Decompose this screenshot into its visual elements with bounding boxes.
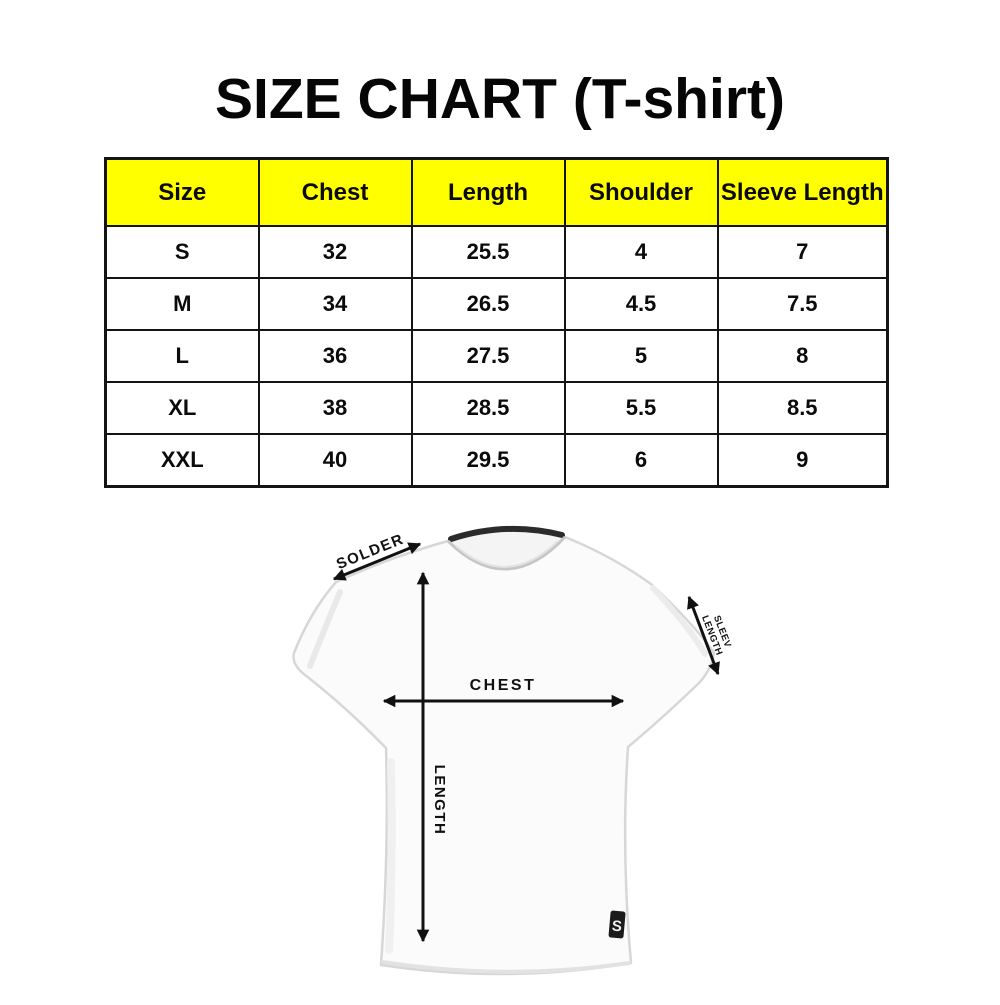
cell-chest: 40 [257,433,413,488]
cell-size: XXL [104,433,260,488]
shading-left-side [385,758,396,954]
cell-shoulder: 5.5 [563,381,719,435]
col-header-length: Length [410,157,566,227]
table-row: L 36 27.5 5 8 [104,329,889,383]
cell-sleeve: 7.5 [716,277,889,331]
shading-left-sleeve [307,589,343,669]
table-row: S 32 25.5 4 7 [104,225,889,279]
cell-size: S [104,225,260,279]
front-neckline [446,535,567,571]
brand-tag-letter: S [611,918,622,936]
cell-size: M [104,277,260,331]
cell-length: 28.5 [410,381,566,435]
cell-chest: 36 [257,329,413,383]
cell-shoulder: 6 [563,433,719,488]
length-label: LENGTH [431,765,448,836]
cell-shoulder: 5 [563,329,719,383]
brand-tag: S [608,910,626,939]
col-header-sleeve-length: Sleeve Length [716,157,889,227]
col-header-shoulder: Shoulder [563,157,719,227]
cell-length: 29.5 [410,433,566,488]
cell-length: 27.5 [410,329,566,383]
chest-label: CHEST [470,677,537,694]
page-title: SIZE CHART (T-shirt) [215,67,785,131]
col-header-chest: Chest [257,157,413,227]
cell-chest: 32 [257,225,413,279]
table-header-row: Size Chest Length Shoulder Sleeve Length [104,157,889,227]
collar-band [448,525,565,542]
col-header-size: Size [104,157,260,227]
shading-hem [381,960,631,974]
table-row: XL 38 28.5 5.5 8.5 [104,381,889,435]
tshirt-body [292,530,716,976]
cell-chest: 38 [257,381,413,435]
cell-shoulder: 4 [563,225,719,279]
size-chart-table: Size Chest Length Shoulder Sleeve Length… [104,157,889,488]
cell-sleeve: 7 [716,225,889,279]
table-row: XXL 40 29.5 6 9 [104,433,889,488]
cell-chest: 34 [257,277,413,331]
cell-sleeve: 9 [716,433,889,488]
cell-sleeve: 8.5 [716,381,889,435]
shoulder-measure-arrow [332,542,422,581]
sleeve-measure-arrow [687,595,720,676]
cell-sleeve: 8 [716,329,889,383]
cell-size: L [104,329,260,383]
cell-size: XL [104,381,260,435]
cell-length: 25.5 [410,225,566,279]
neckline-inner-shadow [455,540,559,568]
tshirt-measurement-diagram: SOLDER SLEEV LENGTH CHEST LENGTH S [255,505,750,1000]
cell-shoulder: 4.5 [563,277,719,331]
table-row: M 34 26.5 4.5 7.5 [104,277,889,331]
cell-length: 26.5 [410,277,566,331]
